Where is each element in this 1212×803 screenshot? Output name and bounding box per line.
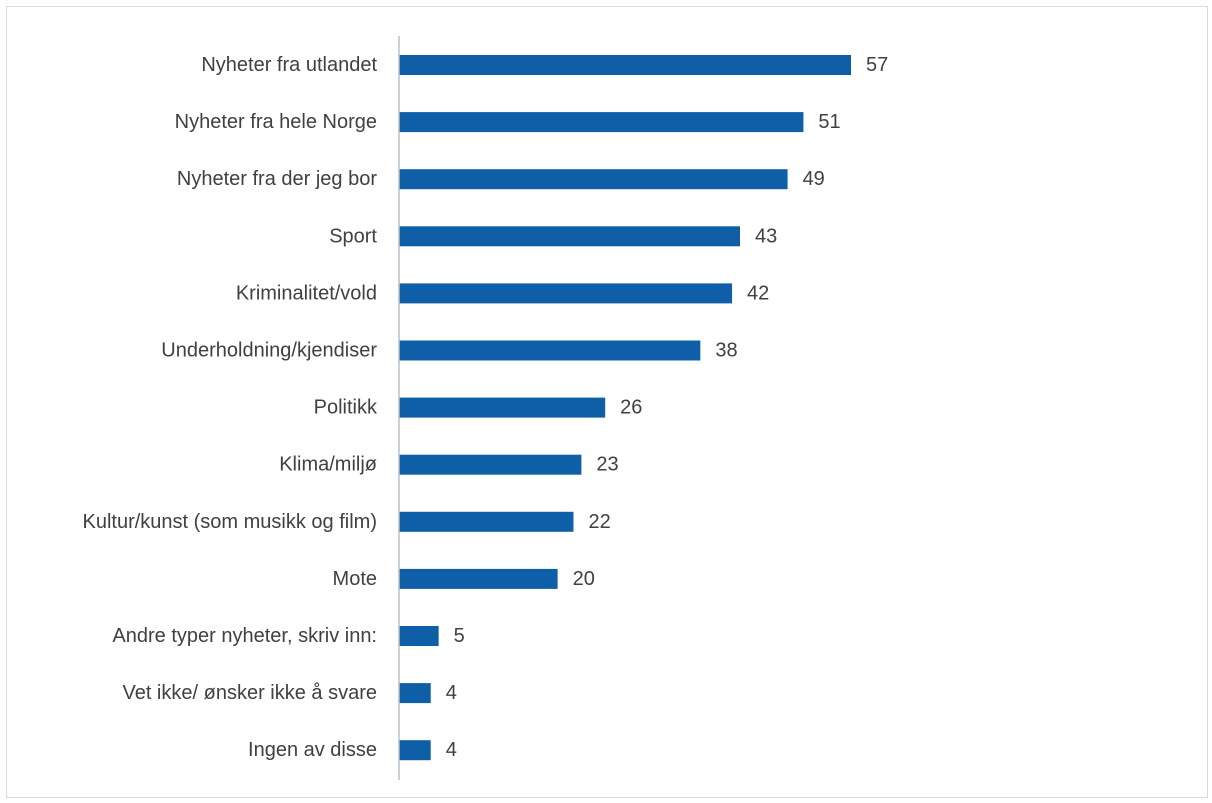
category-label: Kultur/kunst (som musikk og film)	[82, 511, 377, 533]
value-labels: 57 51 49 43 42 38 26 23 22 20 5 4 4	[446, 54, 889, 761]
value-label: 5	[454, 625, 465, 647]
value-label: 22	[588, 511, 610, 533]
bar	[399, 397, 606, 418]
category-label: Politikk	[314, 397, 378, 419]
category-labels: Nyheter fra utlandet Nyheter fra hele Nor…	[82, 54, 378, 761]
category-label: Ingen av disse	[248, 739, 377, 761]
value-label: 42	[747, 282, 769, 304]
bar	[399, 226, 740, 247]
bar	[399, 740, 431, 761]
category-label: Kriminalitet/vold	[236, 282, 377, 304]
value-label: 43	[755, 225, 777, 247]
category-label: Nyheter fra utlandet	[201, 54, 377, 76]
bar	[399, 340, 701, 361]
bar	[399, 511, 574, 532]
value-label: 51	[818, 111, 840, 133]
horizontal-bar-chart: Nyheter fra utlandet Nyheter fra hele Nor…	[82, 36, 889, 780]
value-label: 4	[446, 682, 457, 704]
category-label: Nyheter fra hele Norge	[175, 111, 377, 133]
value-label: 38	[715, 340, 737, 362]
value-label: 49	[803, 168, 825, 190]
bar	[399, 626, 439, 646]
bar	[399, 683, 431, 704]
value-label: 20	[573, 568, 595, 590]
chart-frame: Nyheter fra utlandet Nyheter fra hele Nor…	[6, 6, 1208, 798]
bar	[399, 568, 558, 589]
category-label: Andre typer nyheter, skriv inn:	[112, 625, 377, 647]
category-label: Vet ikke/ ønsker ikke å svare	[122, 682, 377, 704]
bar	[399, 454, 582, 475]
bar	[399, 169, 788, 190]
category-label: Underholdning/kjendiser	[161, 340, 377, 362]
value-label: 23	[596, 454, 618, 476]
bars-group	[399, 55, 852, 761]
value-label: 26	[620, 397, 642, 419]
category-label: Sport	[329, 225, 377, 247]
category-label: Mote	[333, 568, 377, 590]
bar	[399, 283, 733, 304]
value-label: 4	[446, 739, 457, 761]
bar	[399, 55, 852, 75]
bar	[399, 112, 804, 133]
value-label: 57	[866, 54, 888, 76]
category-label: Nyheter fra der jeg bor	[177, 168, 377, 190]
category-label: Klima/miljø	[279, 454, 377, 476]
